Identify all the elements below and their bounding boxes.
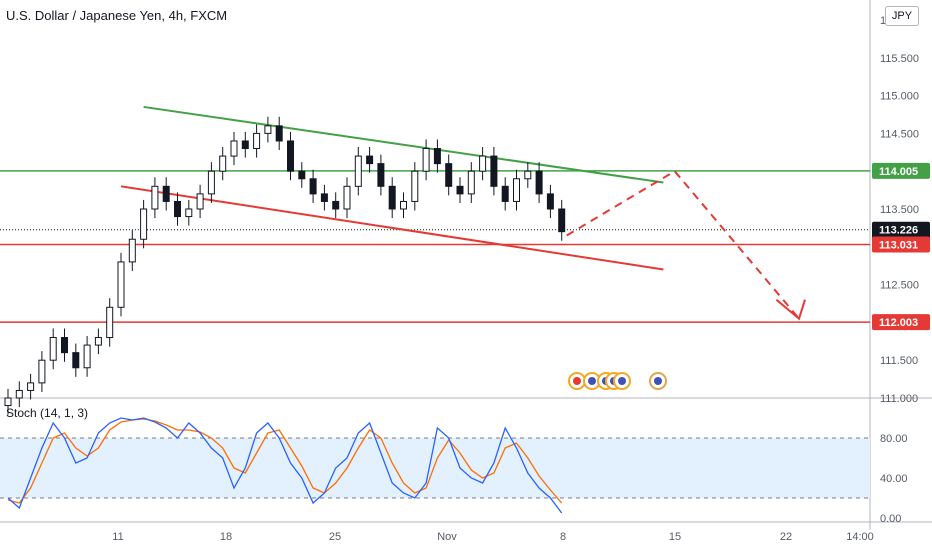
candle-down[interactable] [433, 148, 441, 165]
resistance-trendline[interactable] [143, 105, 664, 184]
event-flag-icon [654, 377, 662, 385]
x-tick-label: 15 [669, 531, 681, 543]
candle-up[interactable] [467, 170, 475, 195]
y-tick-label: 114.500 [880, 128, 919, 140]
price-label: 112.003 [879, 317, 918, 329]
candle-down[interactable] [72, 352, 80, 369]
candle-down[interactable] [332, 200, 340, 210]
y-tick-label: 115.500 [880, 53, 919, 65]
candle-down[interactable] [445, 163, 453, 187]
candle-down[interactable] [377, 163, 385, 187]
candle-down[interactable] [174, 200, 181, 218]
stoch-tick-label: 80.00 [880, 433, 908, 445]
candle-down[interactable] [366, 155, 374, 165]
y-tick-label: 113.500 [880, 204, 919, 216]
candle-up[interactable] [253, 132, 261, 150]
currency-button[interactable]: JPY [885, 6, 919, 26]
candle-up[interactable] [106, 306, 114, 339]
price-label-box [872, 162, 930, 179]
candle-up[interactable] [128, 238, 136, 263]
candle-up[interactable] [15, 389, 23, 399]
candle-down[interactable] [501, 185, 509, 202]
candle-down[interactable] [456, 185, 464, 195]
y-tick-label: 111.500 [880, 355, 918, 367]
candle-up[interactable] [117, 261, 125, 308]
candle-down[interactable] [287, 140, 294, 172]
candle-up[interactable] [354, 155, 362, 187]
candle-up[interactable] [140, 208, 148, 240]
candle-up[interactable] [400, 200, 407, 210]
candle-up[interactable] [38, 359, 46, 384]
stoch-k-line [7, 417, 563, 514]
candle-up[interactable] [230, 140, 238, 157]
candle-down[interactable] [309, 178, 317, 195]
y-tick-label: 115.000 [880, 91, 919, 103]
chart-title: U.S. Dollar / Japanese Yen, 4h, FXCM [6, 8, 228, 23]
candle-down[interactable] [162, 185, 170, 202]
event-flag-icon [588, 377, 596, 385]
x-tick-label: 25 [329, 531, 341, 543]
stoch-tick-label: 0.00 [880, 513, 901, 525]
price-label-box [872, 236, 930, 253]
event-flag-icon [618, 377, 626, 385]
candle-up[interactable] [207, 170, 215, 195]
candle-up[interactable] [264, 125, 272, 134]
candle-up[interactable] [4, 397, 12, 407]
projection-path[interactable] [566, 169, 800, 320]
projection-arrowhead [775, 298, 806, 321]
x-tick-label: 22 [780, 531, 792, 543]
price-label: 114.005 [879, 166, 918, 178]
candle-down[interactable] [61, 337, 68, 354]
price-label: 113.031 [879, 239, 918, 251]
x-tick-label: 8 [560, 531, 566, 543]
y-tick-label: 111.000 [880, 393, 918, 405]
stoch-d-line [7, 418, 563, 504]
candle-down[interactable] [298, 170, 306, 180]
stoch-band [0, 438, 870, 498]
price-label: 113.226 [879, 225, 918, 237]
candle-down[interactable] [241, 140, 249, 150]
candle-up[interactable] [83, 344, 91, 369]
candle-up[interactable] [219, 155, 227, 172]
candle-down[interactable] [558, 208, 566, 233]
candle-up[interactable] [524, 170, 532, 180]
x-tick-label: Nov [437, 531, 457, 543]
x-tick-label: 18 [220, 531, 232, 543]
stoch-tick-label: 40.00 [880, 473, 908, 485]
candle-down[interactable] [320, 193, 328, 202]
candle-down[interactable] [388, 185, 396, 210]
candle-up[interactable] [422, 148, 430, 172]
price-label-box [872, 314, 930, 331]
candle-up[interactable] [411, 170, 419, 202]
y-tick-label: 112.500 [880, 280, 919, 292]
candle-up[interactable] [196, 193, 204, 210]
candle-down[interactable] [275, 125, 283, 142]
event-flag-icon [573, 377, 581, 385]
candle-down[interactable] [490, 155, 498, 187]
candle-up[interactable] [151, 185, 159, 210]
stoch-label: Stoch (14, 1, 3) [6, 406, 89, 420]
x-tick-label: 11 [112, 531, 123, 543]
candle-up[interactable] [49, 337, 57, 361]
candle-up[interactable] [343, 185, 351, 210]
candle-up[interactable] [185, 208, 193, 218]
x-tick-label: 14:00 [846, 531, 874, 543]
candle-down[interactable] [535, 170, 543, 195]
candle-up[interactable] [27, 382, 35, 391]
candle-up[interactable] [513, 178, 520, 202]
candle-up[interactable] [94, 337, 102, 346]
candle-down[interactable] [546, 193, 554, 210]
candle-up[interactable] [479, 155, 487, 172]
